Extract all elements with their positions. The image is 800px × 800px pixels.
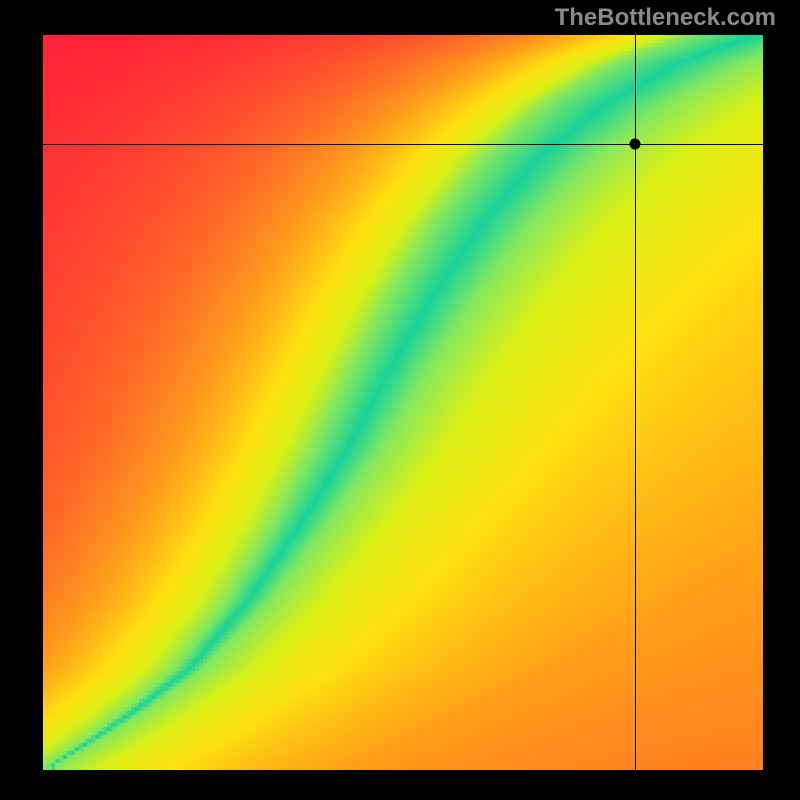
chart-container: { "watermark": { "text": "TheBottleneck.… (0, 0, 800, 800)
crosshair-horizontal (43, 144, 763, 145)
marker-dot (630, 139, 641, 150)
heatmap-canvas (43, 35, 763, 770)
watermark-text: TheBottleneck.com (555, 4, 776, 32)
heatmap-area (43, 35, 763, 770)
